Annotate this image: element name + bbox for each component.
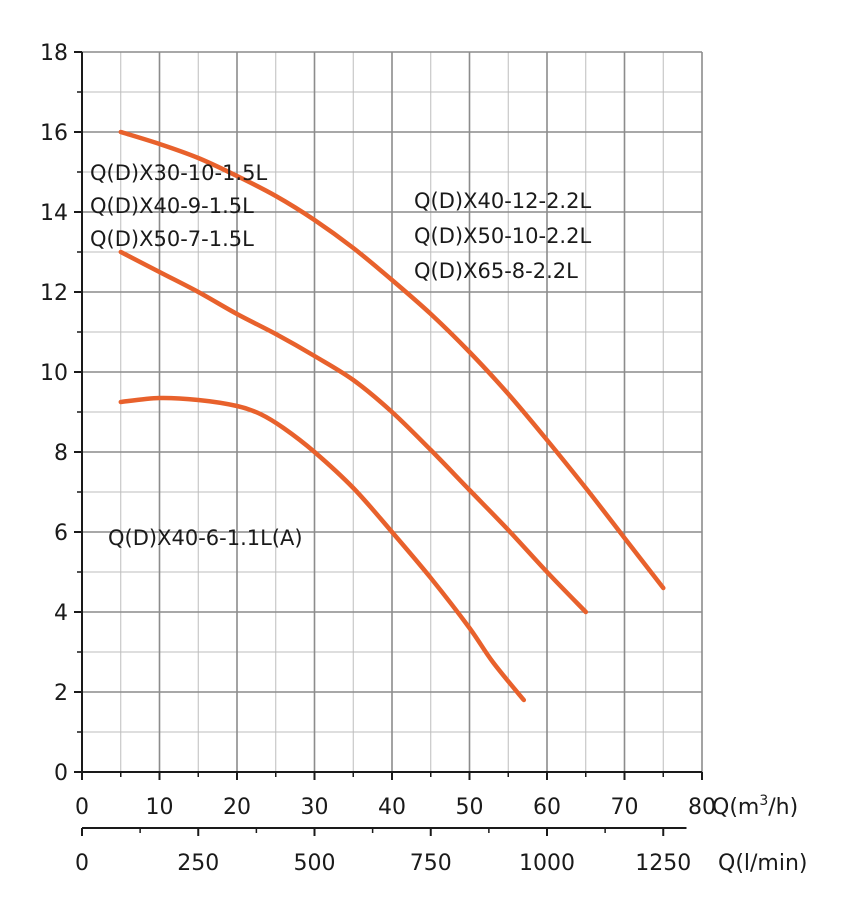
series-label-1p5-c: Q(D)X50-7-1.5L [90,227,254,251]
series-label-2p2-a: Q(D)X40-12-2.2L [414,189,591,213]
secondary-x-tick-label: 250 [177,851,219,876]
y-tick-label: 2 [54,681,68,706]
curve-1p1kw [118,395,527,703]
x-tick-label: 60 [533,795,561,820]
performance-curves [118,129,666,703]
series-label-1p5-b: Q(D)X40-9-1.5L [90,194,254,218]
secondary-x-tick-label: 500 [294,851,336,876]
secondary-x-tick-label: 1000 [519,851,575,876]
x-tick-label: 20 [223,795,251,820]
secondary-x-tick-label: 0 [75,851,89,876]
x-tick-label: 0 [75,795,89,820]
y-tick-label: 18 [40,41,68,66]
y-tick-label: 12 [40,281,68,306]
y-tick-label: 14 [40,201,68,226]
x-tick-label: 50 [456,795,484,820]
y-tick-label: 6 [54,521,68,546]
y-tick-label: 4 [54,601,68,626]
series-label-1p1: Q(D)X40-6-1.1L(A) [108,526,303,550]
x-tick-label: 10 [146,795,174,820]
y-tick-label: 10 [40,361,68,386]
x-tick-label: 30 [301,795,329,820]
y-tick-label: 0 [54,761,68,786]
series-label-2p2-b: Q(D)X50-10-2.2L [414,224,591,248]
x-tick-label: 40 [378,795,406,820]
axes: 0 2 4 6 8 10 12 14 16 18 0 10 20 30 40 50 60 70 80 0 250 500 7… [40,41,716,876]
y-tick-label: 16 [40,121,68,146]
x-tick-label: 70 [611,795,639,820]
x-axis-title: Q(m3/h) [712,793,798,820]
secondary-x-tick-label: 1250 [635,851,691,876]
x-tick-label: 80 [688,795,716,820]
series-label-1p5-a: Q(D)X30-10-1.5L [90,161,267,185]
secondary-x-axis-title: Q(l/min) [718,851,808,876]
series-label-2p2-c: Q(D)X65-8-2.2L [414,259,578,283]
curve-2p2kw [118,129,666,591]
secondary-x-tick-label: 750 [410,851,452,876]
y-tick-label: 8 [54,441,68,466]
curve-1p5kw [118,249,589,615]
